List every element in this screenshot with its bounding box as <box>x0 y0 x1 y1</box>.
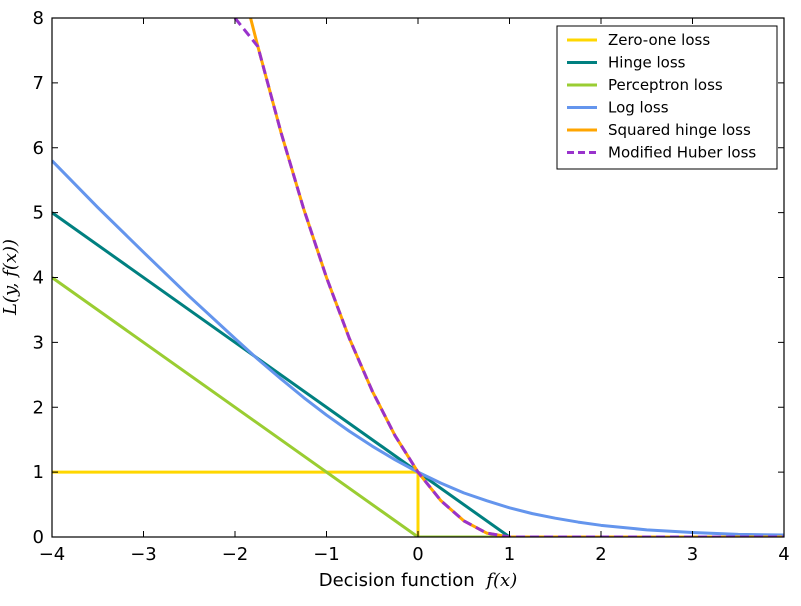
legend-label-squared-hinge-loss: Squared hinge loss <box>608 121 751 139</box>
x-tick-label: 4 <box>778 544 789 565</box>
legend-label-modified-huber-loss: Modified Huber loss <box>608 144 756 162</box>
y-tick-label: 2 <box>33 397 44 418</box>
series-layer <box>52 18 784 537</box>
x-axis-label-text: Decision function <box>319 570 475 591</box>
x-tick-label: 2 <box>595 544 606 565</box>
y-tick-label: 8 <box>33 8 44 29</box>
y-tick-label: 6 <box>33 138 44 159</box>
series-zero-one-loss-line <box>52 470 784 537</box>
legend-label-zero-one-loss: Zero-one loss <box>608 31 710 49</box>
y-tick-label: 5 <box>33 203 44 224</box>
legend-label-log-loss: Log loss <box>608 99 669 117</box>
x-axis-label-math: f(x) <box>484 570 517 591</box>
svg-text:Decision function f(x): Decision function f(x) <box>319 570 517 591</box>
x-axis-label: Decision function f(x) <box>319 570 517 591</box>
series-hinge-loss-line <box>52 211 784 537</box>
y-tick-label: 4 <box>33 268 44 289</box>
legend: Zero-one loss Hinge loss Perceptron loss Lo… <box>556 25 778 170</box>
legend-label-hinge-loss: Hinge loss <box>608 54 686 72</box>
x-tick-label: 3 <box>687 544 698 565</box>
x-tick-label: −3 <box>130 544 157 565</box>
y-tick-label: 7 <box>33 73 44 94</box>
y-tick-label: 3 <box>33 332 44 353</box>
x-tick-label: 0 <box>412 544 423 565</box>
legend-label-perceptron-loss: Perceptron loss <box>608 76 723 94</box>
x-tick-label: −1 <box>313 544 340 565</box>
series-perceptron-loss-line <box>52 276 784 537</box>
y-tick-label: 0 <box>33 527 44 548</box>
legend-box <box>556 25 778 170</box>
y-axis-label: L(y, f(x)) <box>0 239 21 316</box>
x-tick-label: −4 <box>39 544 66 565</box>
y-tick-label: 1 <box>33 462 44 483</box>
x-tick-label: 1 <box>504 544 515 565</box>
x-tick-label: −2 <box>222 544 249 565</box>
tick-layer: −4 −3 −2 −1 0 1 2 3 4 0 1 2 3 4 5 6 7 8 <box>33 8 790 565</box>
series-modified-huber-loss-line <box>233 18 784 537</box>
